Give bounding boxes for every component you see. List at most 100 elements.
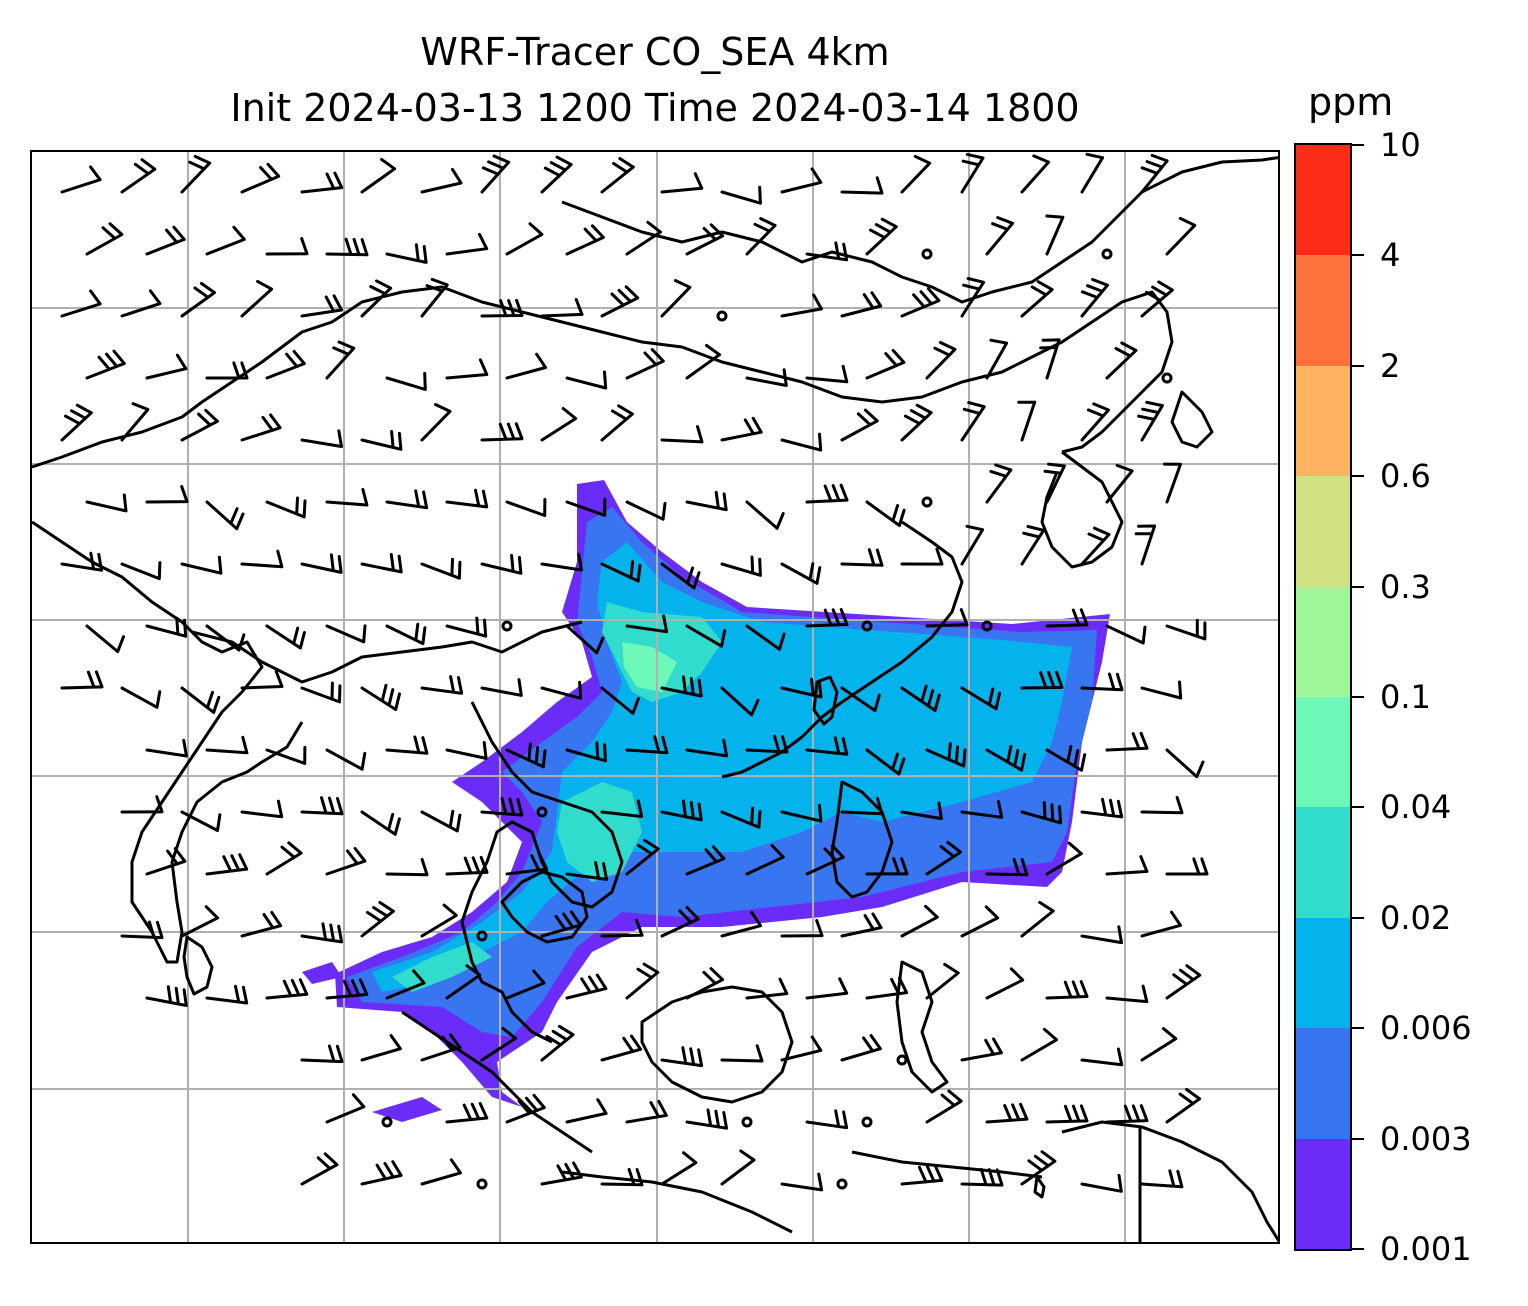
calm-wind-circle [921,496,933,508]
wind-barb [840,176,884,195]
wind-barb [420,675,464,695]
wind-barb [240,162,281,194]
wind-barb [240,413,282,442]
wind-barb [685,624,727,648]
wind-barb [1080,526,1111,566]
wind-barb [85,493,128,513]
wind-barb [420,809,462,833]
wind-barb [780,919,824,938]
wind-barb [360,810,401,836]
wind-barb [1163,462,1182,504]
wind-barb [1105,1104,1149,1124]
calm-wind-circle [476,930,488,942]
wind-barb [480,796,524,817]
wind-barb [960,1037,1003,1062]
wind-barb [625,220,662,256]
wind-barb [180,154,212,194]
wind-barb [1080,797,1124,819]
wind-barb [540,155,573,194]
colorbar-segment [1296,255,1350,366]
wind-barb [505,742,547,769]
wind-barb [685,1108,728,1130]
wind-barb [1080,1173,1123,1193]
wind-barb [120,158,157,194]
wind-barb [900,904,939,938]
wind-barb [925,608,969,628]
wind-barb [445,741,488,760]
wind-barb [745,734,789,754]
wind-barb [805,844,845,876]
colorbar-segment [1296,476,1350,587]
wind-barb [265,978,309,1000]
colorbar-tick [1352,696,1364,698]
calm-wind-circle [861,1116,873,1128]
wind-barb [960,152,985,194]
wind-barb [625,348,665,380]
colorbar-tick-label: 0.3 [1380,567,1431,606]
wind-barb [985,463,1013,504]
border-mongolia [561,156,1278,304]
wind-barb [300,171,344,194]
wind-barb [1045,214,1065,256]
wind-barb [1137,400,1164,442]
wind-barb [385,857,429,877]
wind-barb [900,1164,944,1186]
wind-barb [480,154,511,194]
wind-barb [540,680,583,700]
wind-barb [985,744,1027,772]
wind-barb [1020,1027,1058,1062]
wind-barb [480,554,523,575]
wind-barb [1140,1169,1184,1189]
wind-barb [600,686,640,715]
wind-barb [1140,910,1182,938]
wind-barb [625,735,669,755]
colorbar-segment [1296,365,1350,477]
wind-barb [600,404,634,442]
wind-barb [420,277,449,318]
wind-barb [180,686,221,714]
coastline-sri-lanka [182,935,214,996]
wind-barb [600,157,635,194]
coastline-philippines [830,780,894,899]
wind-barb [325,237,369,257]
wind-barb [840,686,881,713]
wind-barb [205,225,246,256]
wind-barb [745,624,786,651]
wind-barb [745,977,789,1000]
wind-barb [445,488,489,509]
wind-barb [300,1152,339,1186]
wind-barb [300,553,343,574]
wind-barb [660,279,692,318]
coastline-timor [1033,1175,1046,1199]
wind-barb [445,232,489,256]
coastlines-and-borders [32,156,1278,1242]
coastline-japan [1170,390,1214,449]
wind-barb [925,840,962,876]
colorbar-tick [1352,254,1364,257]
colorbar-tick [1352,1248,1364,1250]
wind-barb [925,341,957,380]
wind-barb [300,294,343,318]
coastline-sulawesi [895,960,949,1094]
wind-barb [685,967,725,1000]
wind-barb [360,553,403,574]
wind-barb [325,340,356,380]
calm-wind-circle [716,310,728,322]
wind-barb [505,1093,546,1124]
wind-barb [300,922,344,944]
calm-wind-circle [741,1116,753,1128]
wind-barb [660,1151,698,1186]
coastline-malay-peninsula [500,870,589,944]
wind-barb [180,905,220,938]
border-himalaya [32,285,683,469]
wind-barb [505,853,549,876]
colorbar-segment [1296,696,1350,808]
wind-barb [540,910,582,938]
wind-barb [60,551,103,572]
wind-barb [780,1035,823,1062]
wind-barb [960,401,986,442]
wind-barb [1165,1088,1202,1124]
lat-lon-gridlines [32,152,1278,1242]
wind-barb [660,425,704,444]
wind-barb [565,741,607,763]
